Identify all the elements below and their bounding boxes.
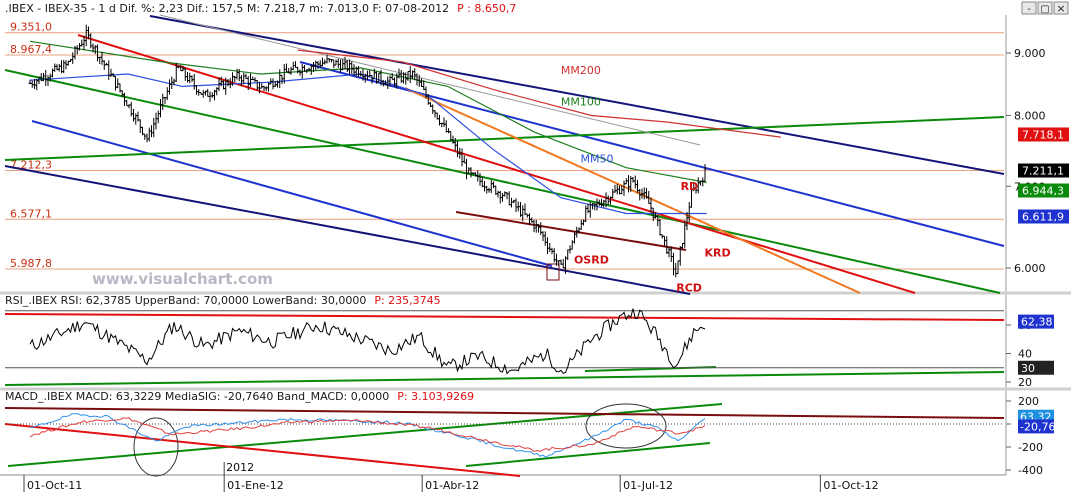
last-price-label: 6.611,9 [1022, 210, 1064, 223]
macd-axis-label: 200 [1018, 395, 1039, 408]
macd-series-mediasig [29, 417, 706, 453]
macd-p-value: P: 3.103,9269 [397, 390, 474, 403]
rsi-upper-trendline [4, 313, 1005, 321]
macd-series-macd [30, 413, 706, 459]
price-axis: 9.0008.0007.0006.0007.718,17.211,16.944,… [1006, 47, 1069, 275]
osrd-marker-box [546, 263, 560, 281]
macd-last-box [1018, 419, 1054, 434]
price-annotations: MM200 MM100 MM50 RD OSRD KRD RCD [561, 64, 731, 294]
maximize-button[interactable]: ▢ [1037, 1, 1053, 15]
rsi-indicator [5, 308, 1004, 375]
price-axis-label: 9.000 [1014, 47, 1046, 60]
minimize-icon: - [1027, 4, 1031, 15]
year-label: 2012 [226, 461, 254, 474]
price-axis-label: 8.000 [1014, 109, 1046, 122]
last-price-label: 6.944,3 [1022, 185, 1064, 198]
rsi-last-box [1018, 360, 1054, 375]
trendline-navy-channel-lower [4, 165, 691, 295]
rsi-line [29, 308, 706, 375]
trendlines [4, 14, 1005, 477]
rsi-last-box [1018, 314, 1054, 329]
level-label: 9.351,0 [10, 21, 52, 34]
close-icon: × [1056, 2, 1065, 15]
annotation-mm50: MM50 [580, 153, 613, 166]
date-axis-label: 01-Ene-12 [227, 479, 284, 492]
close-button[interactable]: × [1053, 1, 1069, 15]
trendline-red [77, 34, 916, 294]
trendline-blue-channel-lower [31, 120, 553, 267]
rsi-axis-label: 40 [1018, 348, 1032, 361]
date-axis-label: 01-Oct-11 [27, 479, 82, 492]
annotation-mm200: MM200 [561, 64, 601, 77]
rsi-last-label: 62,38 [1021, 316, 1053, 329]
macd-last-label: -20,76 [1020, 420, 1055, 433]
last-price-box [1018, 163, 1069, 178]
level-label: 6.577,1 [10, 207, 52, 220]
annotation-rd: RD [681, 180, 699, 193]
macd-support-trendline [465, 442, 711, 467]
rsi-axis-label: 20 [1018, 376, 1032, 389]
price-axis-label: 6.000 [1014, 262, 1046, 275]
annotation-krd: KRD [705, 247, 731, 260]
macd-header: MACD_.IBEX MACD: 63,3229 MediaSIG: -20,7… [5, 390, 389, 403]
last-price-label: 7.211,1 [1022, 165, 1064, 178]
price-chart-p-value: P : 8.650,7 [457, 2, 516, 15]
watermark: www.visualchart.com [92, 270, 273, 288]
macd-axis-label: -400 [1018, 464, 1043, 477]
macd-dark-red-line [4, 407, 1005, 419]
price-chart-header: .IBEX - IBEX-35 - 1 d Dif. %: 2,23 Dif.:… [5, 2, 449, 15]
annotation-mm100: MM100 [561, 96, 601, 109]
last-price-box [1018, 127, 1069, 142]
price-bars [28, 24, 707, 278]
window-controls: - ▢ × [1021, 1, 1069, 15]
rsi-lower-trendline [4, 371, 1005, 386]
moving-average-mm100 [29, 40, 707, 184]
trendline-green-long [4, 69, 1001, 294]
trendline-thin-gray [159, 14, 701, 146]
level-label: 8.967,4 [10, 43, 52, 56]
macd-circle-right [585, 403, 667, 449]
macd-indicator [5, 413, 1004, 459]
date-axis: 01-Oct-11 01-Ene-12 01-Abr-12 01-Jul-12 01-O… [23, 461, 879, 492]
annotation-rcd: RCD [676, 281, 702, 294]
last-price-box [1018, 209, 1069, 224]
rsi-last-label: 30 [1021, 362, 1035, 375]
trendline-navy-channel-upper [149, 15, 1005, 175]
moving-average-mm200 [297, 49, 781, 138]
rsi-p-value: P: 235,3745 [374, 294, 440, 307]
macd-axis-label: -200 [1018, 441, 1043, 454]
trendline-green-rising [4, 116, 1005, 161]
date-axis-label: 01-Oct-12 [823, 479, 878, 492]
rsi-header: RSI_.IBEX RSI: 62,3785 UpperBand: 70,000… [5, 294, 366, 307]
maximize-icon: ▢ [1040, 4, 1049, 15]
trendline-orange [404, 87, 861, 294]
date-axis-label: 01-Jul-12 [623, 479, 673, 492]
last-price-box [1018, 183, 1069, 198]
macd-falling-trendline-red [4, 423, 521, 477]
annotation-osrd: OSRD [574, 254, 609, 267]
macd-circle-left [133, 417, 179, 477]
trendline-dark-red [455, 211, 687, 251]
level-label: 5.987,8 [10, 257, 52, 270]
date-axis-label: 01-Abr-12 [425, 479, 479, 492]
minimize-button[interactable]: - [1021, 1, 1037, 15]
last-price-label: 7.718,1 [1022, 128, 1064, 141]
